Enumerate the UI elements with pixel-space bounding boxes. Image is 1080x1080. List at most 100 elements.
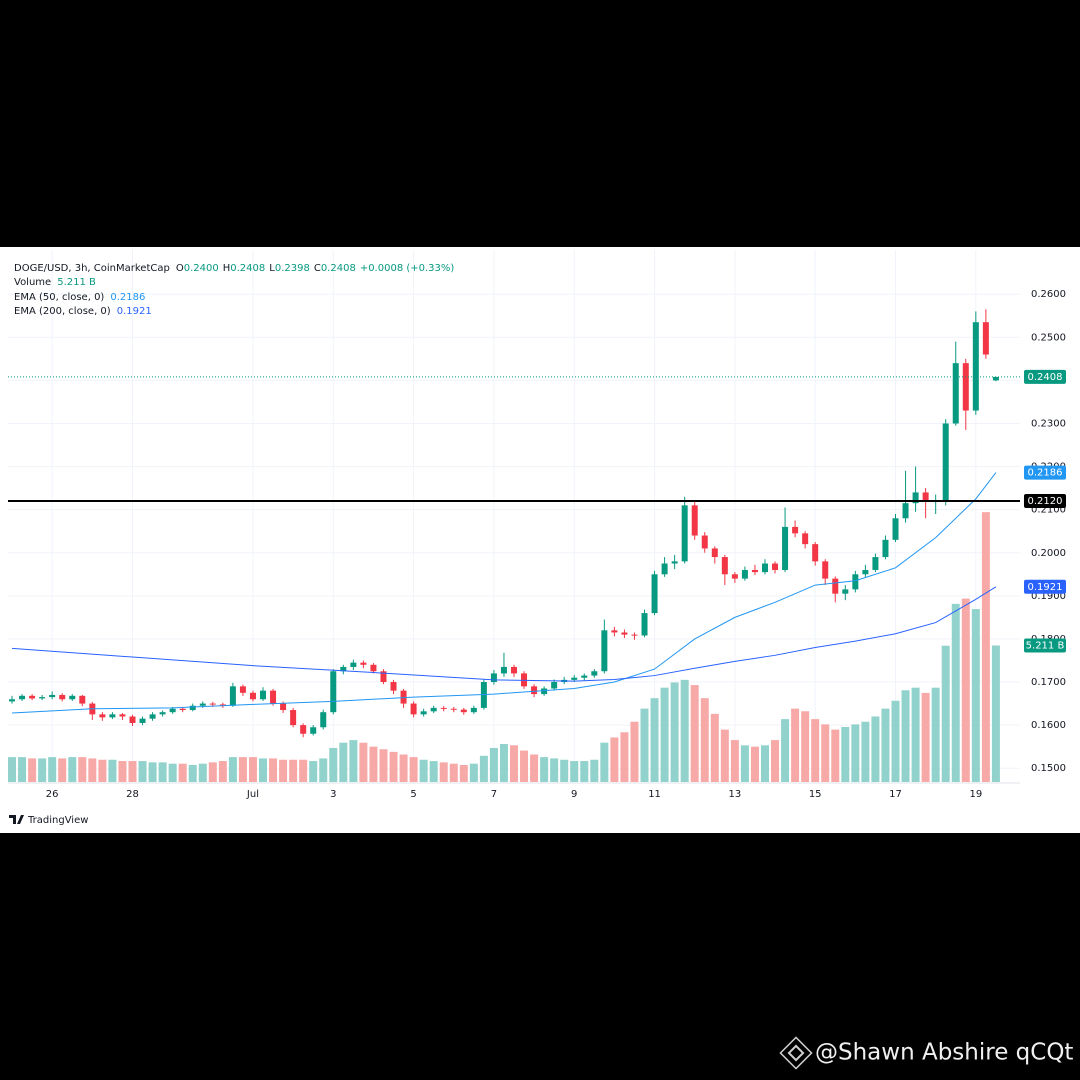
candle-body: [772, 563, 779, 570]
volume-bar: [138, 761, 147, 782]
volume-bar: [610, 737, 619, 782]
y-tick-label: 0.2100: [1031, 505, 1066, 516]
candle-body: [400, 690, 407, 704]
y-tick-label: 0.2500: [1031, 332, 1066, 343]
candle-body: [19, 695, 26, 700]
candle-body: [511, 666, 517, 674]
candle-body: [691, 505, 698, 536]
volume-bar: [459, 764, 468, 782]
volume-bar: [489, 747, 498, 782]
volume-bar: [781, 719, 790, 782]
volume-bar: [670, 682, 679, 782]
price-box-label: 0.2186: [1028, 468, 1063, 479]
candle-body: [490, 673, 497, 683]
volume-bar: [479, 755, 488, 782]
change: +0.0008 (+0.33%): [360, 263, 455, 274]
volume-bar: [901, 690, 910, 782]
candle-body: [842, 589, 849, 594]
candle-body: [159, 712, 166, 715]
volume-bar: [18, 757, 27, 782]
candle-body: [169, 708, 176, 713]
volume-bar: [158, 762, 167, 782]
candle-body: [551, 682, 558, 689]
volume-bar: [951, 603, 960, 782]
volume-bar: [369, 746, 378, 782]
volume-bar: [259, 758, 268, 782]
ema-value: 0.2186: [110, 292, 145, 303]
candle-body: [59, 694, 66, 700]
candle-body: [199, 703, 206, 706]
price-box-label: 0.2120: [1028, 496, 1063, 507]
ema-line: [11, 586, 997, 682]
volume-bar: [349, 740, 358, 782]
volume-bar: [218, 761, 227, 782]
volume-bar: [28, 758, 37, 782]
ohlc-value: 0.2408: [321, 263, 356, 274]
volume-bar: [248, 757, 257, 782]
volume-bar: [188, 764, 197, 782]
candle-body: [852, 574, 859, 590]
volume-bar: [760, 745, 769, 782]
price-layer: [8, 309, 1020, 738]
candle-body: [741, 569, 748, 579]
volume-bar: [700, 698, 709, 782]
x-tick-label: 19: [969, 789, 982, 800]
candle-body: [119, 714, 126, 717]
volume-bar: [148, 762, 157, 782]
candle-body: [671, 561, 678, 564]
candle-body: [29, 695, 36, 699]
candle-body: [541, 688, 548, 695]
volume-bar: [841, 726, 850, 782]
volume-bar: [730, 740, 739, 782]
candle-body: [822, 561, 829, 579]
volume-bar: [570, 761, 579, 782]
candle-body: [49, 694, 56, 698]
volume-value: 5.211 B: [57, 277, 96, 288]
ema-legend: EMA (50, close, 0) 0.2186: [14, 292, 145, 303]
candle-body: [802, 533, 809, 545]
ema-name: EMA (50, close, 0): [14, 292, 104, 303]
volume-bar: [710, 713, 719, 782]
y-tick-label: 0.1900: [1031, 591, 1066, 602]
candle-body: [761, 563, 768, 573]
volume-bar: [419, 759, 428, 782]
watermark-text: @Shawn Abshire qCQt: [815, 1040, 1073, 1066]
x-tick-label: 3: [330, 789, 336, 800]
candle-body: [812, 544, 819, 562]
candle-body: [420, 711, 427, 715]
candle-body: [340, 666, 347, 672]
price-box: [1024, 369, 1066, 384]
candle-body: [912, 492, 919, 504]
candle-body: [249, 692, 256, 700]
volume-bar: [991, 645, 1000, 782]
candle-body: [129, 716, 136, 723]
volume-bar: [48, 757, 57, 782]
candle-body: [862, 569, 869, 575]
candle-body: [310, 727, 317, 734]
candle-body: [972, 322, 979, 411]
candle-body: [139, 718, 146, 723]
candle-body: [370, 664, 377, 672]
candle-body: [270, 690, 277, 704]
x-tick-label: Jul: [246, 789, 259, 800]
candle-body: [731, 574, 738, 579]
candle-body: [99, 714, 106, 718]
volume-bar: [238, 757, 247, 782]
ohlc-label: L: [269, 263, 275, 274]
candle-body: [982, 322, 989, 355]
volume-bar: [620, 732, 629, 782]
volume-bar: [399, 754, 408, 782]
volume-bar: [590, 759, 599, 782]
candle-body: [651, 574, 658, 614]
candle-body: [611, 630, 618, 633]
ema-name: EMA (200, close, 0): [14, 306, 111, 317]
volume-bar: [650, 698, 659, 782]
volume-bar: [871, 716, 880, 782]
candle-body: [9, 699, 16, 702]
candle-body: [430, 707, 437, 712]
x-tick-label: 11: [648, 789, 661, 800]
volume-bar: [269, 758, 278, 782]
y-tick-label: 0.2300: [1031, 418, 1066, 429]
legend: DOGE/USD, 3h, CoinMarketCap O0.2400 H0.240…: [14, 263, 454, 317]
volume-bar: [931, 687, 940, 782]
